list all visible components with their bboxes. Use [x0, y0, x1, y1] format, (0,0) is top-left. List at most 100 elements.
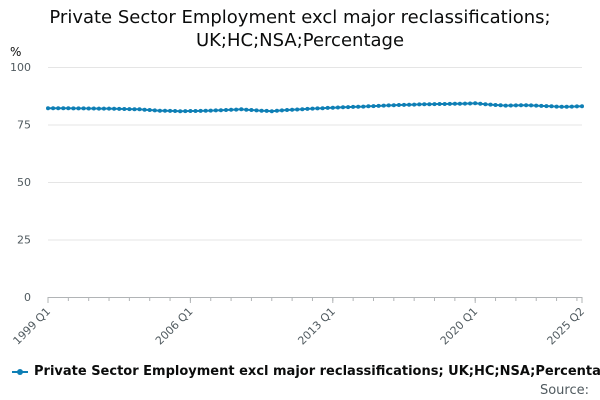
data-point[interactable] [320, 106, 325, 111]
data-point[interactable] [381, 103, 386, 108]
data-point[interactable] [335, 105, 340, 110]
data-point[interactable] [574, 104, 579, 109]
data-point[interactable] [254, 108, 259, 113]
data-point[interactable] [493, 103, 498, 107]
data-point[interactable] [137, 107, 142, 112]
data-point[interactable] [437, 102, 442, 106]
data-point[interactable] [330, 105, 335, 110]
data-point[interactable] [386, 103, 391, 108]
data-point[interactable] [422, 102, 427, 107]
data-point[interactable] [549, 104, 554, 109]
data-point[interactable] [564, 104, 569, 109]
data-point[interactable] [86, 106, 91, 111]
data-point[interactable] [279, 108, 284, 113]
data-point[interactable] [432, 102, 437, 107]
data-point[interactable] [478, 101, 483, 106]
data-point[interactable] [259, 108, 264, 113]
data-point[interactable] [544, 104, 549, 109]
data-point[interactable] [147, 108, 152, 112]
data-point[interactable] [483, 102, 488, 107]
data-point[interactable] [534, 103, 539, 108]
data-point[interactable] [183, 109, 188, 114]
data-point[interactable] [325, 105, 330, 110]
data-point[interactable] [407, 102, 412, 107]
data-point[interactable] [305, 106, 310, 111]
data-point[interactable] [244, 107, 249, 112]
data-point[interactable] [46, 106, 50, 111]
data-point[interactable] [142, 107, 147, 112]
data-point[interactable] [524, 103, 529, 108]
data-point[interactable] [274, 108, 279, 113]
data-point[interactable] [580, 104, 584, 109]
data-point[interactable] [198, 108, 203, 113]
data-point[interactable] [168, 108, 173, 113]
data-point[interactable] [300, 107, 305, 112]
data-point[interactable] [285, 108, 289, 112]
data-point[interactable] [264, 108, 269, 113]
data-point[interactable] [361, 104, 366, 109]
data-point[interactable] [457, 101, 462, 106]
data-point[interactable] [208, 108, 213, 113]
data-point[interactable] [346, 105, 351, 110]
data-point[interactable] [173, 109, 178, 113]
data-point[interactable] [529, 103, 534, 108]
data-point[interactable] [295, 107, 300, 112]
data-point[interactable] [203, 108, 208, 113]
data-point[interactable] [178, 109, 183, 114]
data-point[interactable] [249, 108, 254, 112]
data-point[interactable] [508, 103, 513, 108]
data-point[interactable] [447, 101, 452, 106]
data-point[interactable] [152, 108, 157, 113]
data-point[interactable] [112, 106, 117, 111]
data-point[interactable] [463, 101, 467, 106]
data-point[interactable] [218, 108, 223, 113]
data-point[interactable] [391, 103, 396, 108]
data-point[interactable] [402, 102, 406, 107]
data-point[interactable] [513, 103, 518, 108]
data-point[interactable] [351, 104, 356, 109]
data-point[interactable] [356, 104, 361, 109]
data-point[interactable] [427, 102, 432, 107]
data-point[interactable] [81, 106, 86, 111]
data-point[interactable] [193, 109, 198, 113]
data-point[interactable] [366, 104, 371, 109]
data-point[interactable] [213, 108, 218, 113]
data-point[interactable] [412, 102, 417, 107]
data-point[interactable] [503, 103, 508, 108]
data-point[interactable] [269, 109, 274, 114]
data-point[interactable] [539, 103, 544, 108]
data-point[interactable] [519, 103, 523, 108]
data-point[interactable] [442, 102, 447, 106]
data-point[interactable] [371, 104, 376, 109]
data-point[interactable] [468, 101, 473, 106]
data-point[interactable] [229, 107, 234, 112]
data-point[interactable] [66, 106, 71, 111]
data-point[interactable] [290, 107, 295, 112]
data-point[interactable] [341, 105, 345, 110]
data-point[interactable] [163, 108, 167, 113]
data-point[interactable] [107, 106, 111, 111]
data-point[interactable] [117, 106, 122, 111]
data-point[interactable] [396, 103, 401, 107]
data-point[interactable] [101, 106, 106, 111]
data-point[interactable] [56, 106, 61, 111]
data-point[interactable] [488, 102, 493, 107]
data-point[interactable] [91, 106, 96, 111]
data-point[interactable] [224, 108, 228, 112]
data-point[interactable] [61, 106, 66, 111]
data-point[interactable] [96, 106, 101, 111]
data-point[interactable] [417, 102, 422, 107]
data-point[interactable] [76, 106, 81, 111]
data-point[interactable] [234, 107, 239, 112]
data-point[interactable] [122, 107, 127, 111]
data-point[interactable] [71, 106, 76, 111]
data-point[interactable] [452, 101, 457, 106]
legend[interactable]: Private Sector Employment excl major rec… [12, 364, 600, 379]
data-point[interactable] [315, 106, 320, 111]
data-point[interactable] [310, 106, 315, 111]
data-point[interactable] [51, 106, 56, 111]
data-point[interactable] [498, 103, 503, 108]
data-point[interactable] [239, 107, 244, 112]
data-point[interactable] [376, 103, 381, 108]
data-point[interactable] [157, 108, 162, 113]
